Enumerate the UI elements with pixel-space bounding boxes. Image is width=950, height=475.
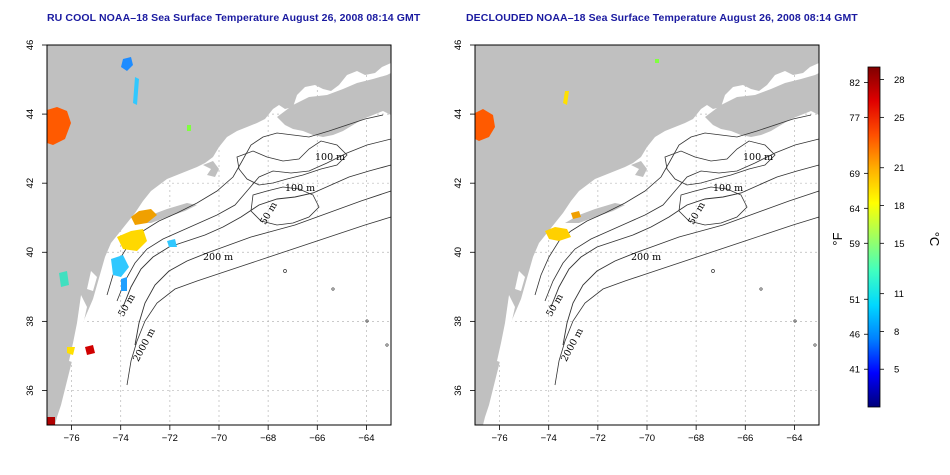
- left-sst-patches: [47, 57, 191, 425]
- right-contour-label-100m-b: 100 m: [713, 183, 743, 194]
- right-lat-tick-label: 42: [453, 178, 464, 189]
- fahrenheit-tick-label: 59: [849, 239, 860, 250]
- fahrenheit-tick-label: 82: [849, 78, 860, 89]
- celsius-tick-label: 25: [894, 113, 905, 124]
- right-lat-tick-label: 46: [453, 40, 464, 51]
- left-contour-label-100m-a: 100 m: [315, 152, 345, 163]
- celsius-tick-label: 21: [894, 163, 905, 174]
- right-contour-label-100m-a: 100 m: [743, 152, 773, 163]
- celsius-tick-label: 18: [894, 201, 905, 212]
- fahrenheit-tick-label: 41: [849, 365, 860, 376]
- fahrenheit-tick-label: 46: [849, 330, 860, 341]
- right-sst-patches: [475, 59, 659, 241]
- left-lat-tick-label: 36: [25, 385, 36, 396]
- left-lat-tick-label: 44: [25, 109, 36, 120]
- right-map-panel: 100 m 100 m 50 m 200 m 50 m 2000 m −76 −7…: [453, 40, 820, 444]
- celsius-tick-label: 15: [894, 239, 905, 250]
- left-lon-tick-label: −72: [162, 433, 178, 444]
- left-lon-tick-label: −64: [358, 433, 374, 444]
- left-contour-label-100m-b: 100 m: [285, 183, 315, 194]
- right-lon-tick-label: −64: [786, 433, 802, 444]
- fahrenheit-tick-label: 69: [849, 169, 860, 180]
- right-lat-tick-label: 36: [453, 385, 464, 396]
- celsius-tick-label: 11: [894, 289, 904, 300]
- left-lat-tick-label: 38: [25, 316, 36, 327]
- left-lon-tick-label: −66: [309, 433, 325, 444]
- right-lon-tick-label: −68: [688, 433, 704, 444]
- left-lon-tick-label: −68: [260, 433, 276, 444]
- temperature-colorbar: 28 25 21 18 15 11 8 5 82 77 69 64 59 51 46 41 °F °C: [830, 66, 942, 408]
- left-lon-tick-label: −76: [64, 433, 80, 444]
- right-contour-label-200m: 200 m: [631, 252, 661, 263]
- left-panel-title: RU COOL NOAA–18 Sea Surface Temperature …: [47, 12, 421, 24]
- left-lon-tick-label: −70: [211, 433, 227, 444]
- celsius-unit-label: °C: [927, 232, 942, 247]
- celsius-tick-label: 8: [894, 327, 899, 338]
- left-map-panel: 100 m 100 m 50 m 200 m 50 m 2000 m −76 −7…: [25, 40, 392, 444]
- right-lon-tick-label: −74: [541, 433, 557, 444]
- right-lon-tick-label: −72: [590, 433, 606, 444]
- right-lon-tick-label: −76: [492, 433, 508, 444]
- left-lat-tick-label: 46: [25, 40, 36, 51]
- fahrenheit-unit-label: °F: [830, 232, 845, 245]
- fahrenheit-tick-label: 77: [849, 113, 860, 124]
- celsius-tick-label: 5: [894, 365, 899, 376]
- fahrenheit-tick-label: 51: [849, 295, 860, 306]
- left-lon-tick-label: −74: [113, 433, 129, 444]
- left-lat-tick-label: 40: [25, 247, 36, 258]
- celsius-tick-label: 28: [894, 75, 905, 86]
- left-axis-ticks: −76 −74 −72 −70 −68 −66 −64 36 38 40 42 44 46: [25, 40, 374, 444]
- right-lon-tick-label: −70: [639, 433, 655, 444]
- right-lon-tick-label: −66: [737, 433, 753, 444]
- right-lat-tick-label: 40: [453, 247, 464, 258]
- colorbar-gradient: [867, 66, 881, 408]
- right-panel-title: DECLOUDED NOAA–18 Sea Surface Temperatur…: [466, 12, 858, 24]
- left-contour-label-200m: 200 m: [203, 252, 233, 263]
- right-axis-ticks: −76 −74 −72 −70 −68 −66 −64 36 38 40 42 44 46: [453, 40, 802, 444]
- right-lat-tick-label: 38: [453, 316, 464, 327]
- left-lat-tick-label: 42: [25, 178, 36, 189]
- colorbar-ticks: 28 25 21 18 15 11 8 5 82 77 69 64 59 51 46 41: [849, 75, 904, 376]
- right-lat-tick-label: 44: [453, 109, 464, 120]
- fahrenheit-tick-label: 64: [849, 204, 860, 215]
